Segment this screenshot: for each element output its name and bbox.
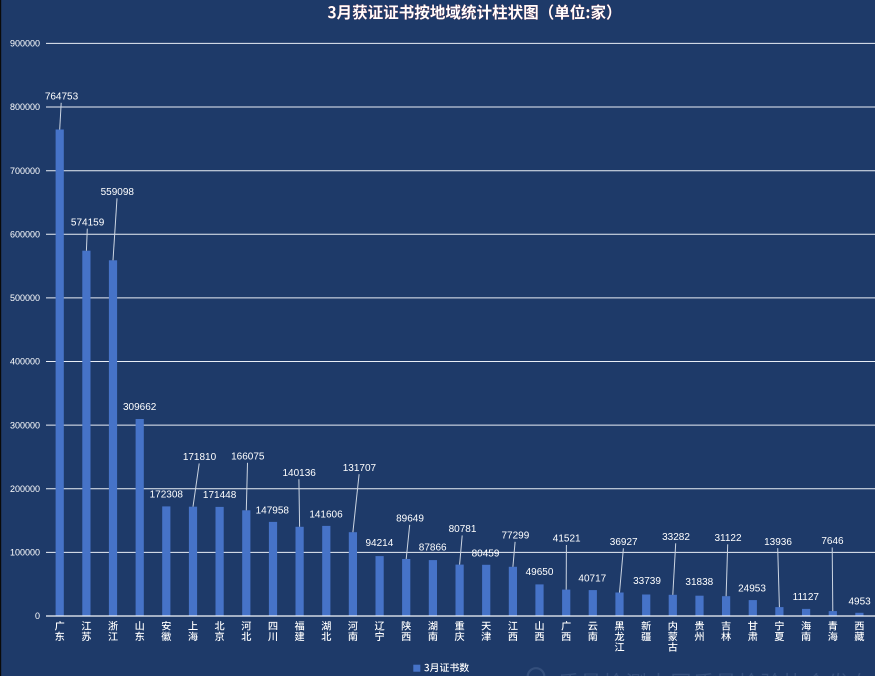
svg-text:600000: 600000 xyxy=(10,230,40,240)
svg-text:309662: 309662 xyxy=(123,402,157,413)
svg-text:900000: 900000 xyxy=(10,39,40,49)
svg-text:764753: 764753 xyxy=(45,92,79,103)
svg-text:31122: 31122 xyxy=(714,533,742,544)
svg-text:80781: 80781 xyxy=(449,524,477,535)
svg-text:31838: 31838 xyxy=(685,577,713,588)
svg-text:11127: 11127 xyxy=(793,592,820,603)
svg-text:40717: 40717 xyxy=(578,574,606,585)
svg-text:131707: 131707 xyxy=(343,463,377,474)
svg-text:24953: 24953 xyxy=(738,583,766,594)
svg-text:171810: 171810 xyxy=(183,452,217,463)
svg-text:94214: 94214 xyxy=(365,538,393,549)
svg-text:172308: 172308 xyxy=(150,490,184,501)
svg-text:4953: 4953 xyxy=(848,596,871,607)
svg-text:700000: 700000 xyxy=(10,166,40,176)
svg-text:33739: 33739 xyxy=(633,576,661,587)
svg-text:0: 0 xyxy=(35,611,40,621)
svg-text:13936: 13936 xyxy=(764,537,792,548)
svg-text:574159: 574159 xyxy=(71,217,105,228)
svg-text:500000: 500000 xyxy=(10,293,40,303)
svg-text:80459: 80459 xyxy=(472,549,500,560)
svg-text:140136: 140136 xyxy=(283,468,317,479)
svg-text:33282: 33282 xyxy=(662,532,690,543)
svg-text:41521: 41521 xyxy=(553,534,581,545)
svg-text:800000: 800000 xyxy=(10,102,40,112)
svg-text:200000: 200000 xyxy=(10,484,40,494)
svg-text:49650: 49650 xyxy=(526,567,554,578)
svg-text:166075: 166075 xyxy=(231,452,265,463)
svg-text:100000: 100000 xyxy=(10,548,40,558)
svg-text:77299: 77299 xyxy=(501,531,529,542)
svg-text:147958: 147958 xyxy=(256,506,290,517)
svg-text:300000: 300000 xyxy=(10,420,40,430)
svg-text:7646: 7646 xyxy=(821,536,844,547)
svg-text:400000: 400000 xyxy=(10,357,40,367)
svg-text:141606: 141606 xyxy=(309,510,343,521)
svg-text:171448: 171448 xyxy=(203,490,237,501)
svg-text:89649: 89649 xyxy=(396,514,424,525)
svg-text:87866: 87866 xyxy=(419,543,447,554)
svg-text:36927: 36927 xyxy=(610,537,638,548)
svg-text:559098: 559098 xyxy=(101,187,135,198)
